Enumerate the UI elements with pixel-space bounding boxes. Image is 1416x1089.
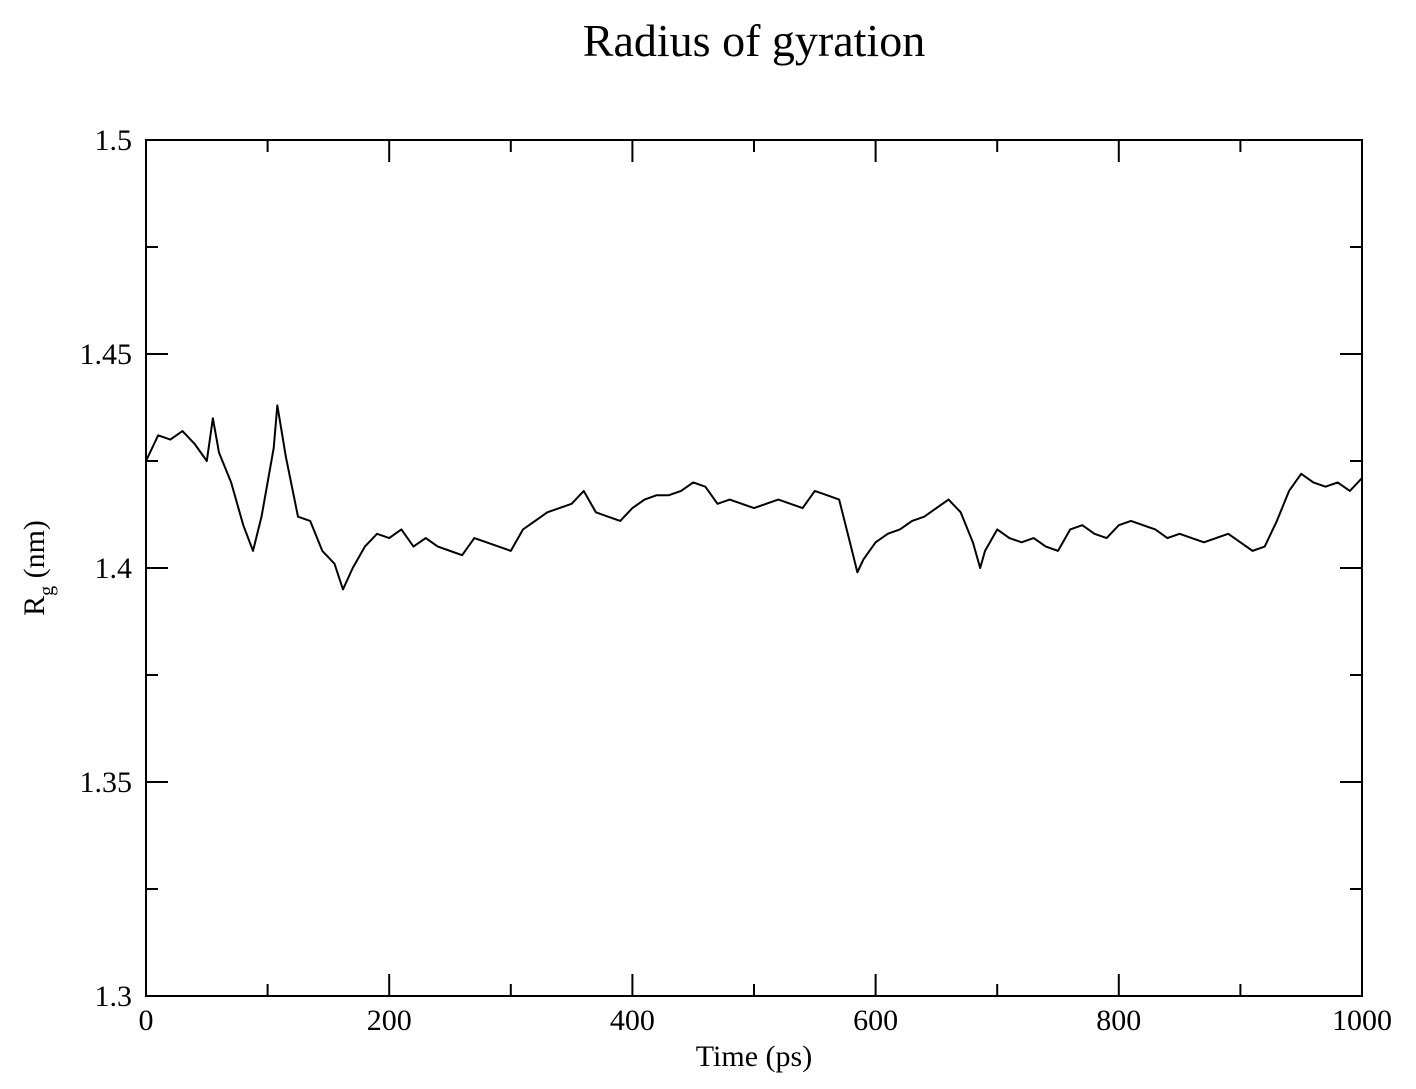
plot-area	[145, 404, 1363, 591]
x-tick-label: 800	[1096, 1004, 1141, 1037]
y-tick-label: 1.4	[95, 552, 133, 585]
series-line-0	[145, 404, 1363, 591]
y-tick-label: 1.45	[80, 338, 133, 371]
y-tick-label: 1.35	[80, 766, 133, 799]
x-tick-label: 200	[367, 1004, 412, 1037]
y-axis-label-main: R	[18, 596, 51, 616]
x-axis-label: Time (ps)	[696, 1040, 812, 1073]
chart-title: Radius of gyration	[583, 15, 925, 66]
y-axis-label-unit: (nm)	[18, 520, 51, 586]
y-tick-label: 1.5	[95, 124, 133, 157]
x-tick-label: 0	[139, 1004, 154, 1037]
x-tick-label: 400	[610, 1004, 655, 1037]
x-tick-label: 600	[853, 1004, 898, 1037]
axes: 0 200 400 600 800 1000 1.3 1.35 1.4 1.45 1.5	[80, 124, 1393, 1037]
plot-frame	[145, 139, 1363, 997]
x-tick-label: 1000	[1332, 1004, 1392, 1037]
y-tick-label: 1.3	[95, 980, 133, 1013]
y-axis-label-subscript: g	[36, 586, 58, 596]
y-axis-label: Rg (nm)	[18, 520, 58, 616]
